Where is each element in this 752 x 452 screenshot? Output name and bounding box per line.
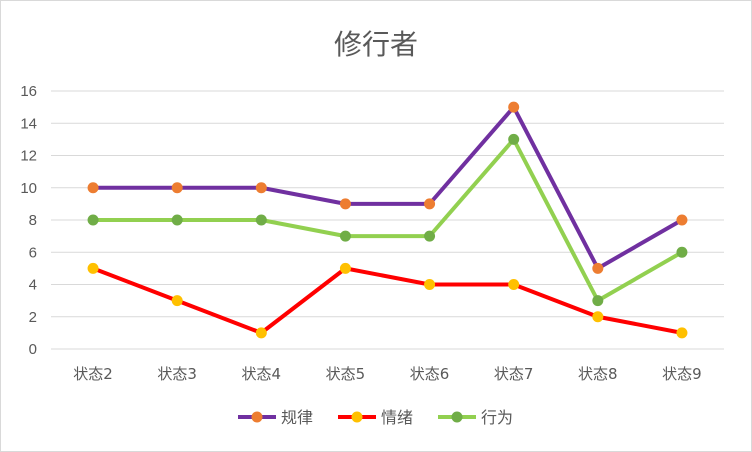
data-point (508, 133, 520, 145)
data-point (508, 101, 520, 113)
y-tick-label: 0 (29, 341, 37, 358)
x-category-label: 状态5 (326, 365, 366, 383)
y-tick-label: 4 (29, 277, 37, 294)
data-point (676, 327, 688, 339)
series-line (91, 137, 684, 303)
legend-swatch-marker (451, 411, 463, 423)
y-tick-label: 10 (20, 180, 37, 197)
data-point (87, 262, 99, 274)
series-line (91, 105, 684, 271)
data-point (255, 214, 267, 226)
gridlines (51, 90, 724, 350)
legend-swatch-marker (251, 411, 263, 423)
x-category-label: 状态8 (578, 365, 618, 383)
legend-label: 规律 (281, 408, 313, 427)
x-category-label: 状态3 (157, 365, 197, 383)
data-point (339, 262, 351, 274)
data-point (592, 262, 604, 274)
series-lines (87, 101, 688, 339)
data-point (255, 182, 267, 194)
legend-entry: 行为 (438, 408, 513, 427)
legend-label: 行为 (481, 408, 513, 427)
series-line (91, 266, 684, 335)
data-point (171, 214, 183, 226)
legend-label: 情绪 (381, 408, 413, 427)
series-2 (87, 133, 688, 307)
data-point (424, 198, 436, 210)
legend-entry: 情绪 (338, 408, 413, 427)
data-point (171, 295, 183, 307)
y-tick-label: 2 (29, 309, 37, 326)
data-point (676, 246, 688, 258)
data-point (508, 279, 520, 290)
y-tick-label: 8 (29, 212, 37, 229)
data-point (424, 279, 436, 290)
data-point (87, 214, 99, 226)
chart-title: 修行者 (333, 28, 418, 61)
x-category-label: 状态7 (494, 365, 534, 383)
data-point (339, 230, 351, 242)
legend-swatch-marker (351, 411, 363, 423)
y-tick-label: 6 (29, 244, 37, 261)
x-category-label: 状态2 (73, 365, 113, 383)
x-category-label: 状态4 (242, 365, 282, 383)
series-0 (87, 101, 688, 274)
y-tick-label: 16 (20, 83, 37, 100)
data-point (171, 182, 183, 194)
data-point (592, 311, 604, 323)
legend: 规律 情绪 行为 (238, 408, 513, 427)
data-point (87, 182, 99, 194)
legend-entry: 规律 (238, 408, 313, 427)
x-category-label: 状态6 (410, 365, 450, 383)
data-point (676, 214, 688, 226)
data-point (592, 295, 604, 307)
y-axis-ticks: 0 2 4 6 8 10 12 14 16 (20, 83, 37, 358)
data-point (339, 198, 351, 210)
data-point (255, 327, 267, 339)
series-1 (87, 262, 688, 339)
x-axis-categories: 状态2 状态3 状态4 状态5 状态6 状态7 状态8 状态9 (73, 365, 701, 383)
y-tick-label: 12 (20, 148, 37, 165)
y-tick-label: 14 (20, 115, 37, 132)
x-category-label: 状态9 (662, 365, 702, 383)
data-point (424, 230, 436, 242)
